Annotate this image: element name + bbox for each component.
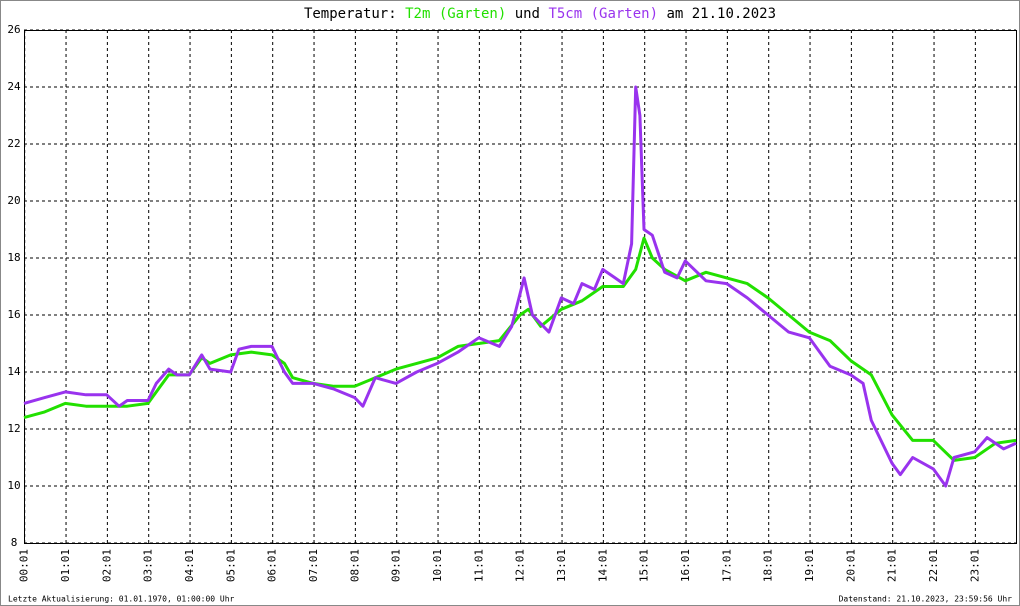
x-tick-label: 15:01 bbox=[638, 549, 651, 582]
x-tick-label: 01:01 bbox=[59, 549, 72, 582]
title-join: und bbox=[515, 6, 540, 22]
y-tick-label: 20 bbox=[7, 194, 20, 207]
y-tick-label: 24 bbox=[7, 80, 21, 93]
title-suffix: am 21.10.2023 bbox=[666, 6, 776, 22]
title-series: T2m (Garten) bbox=[405, 6, 506, 22]
x-tick-label: 23:01 bbox=[968, 549, 981, 582]
x-tick-label: 00:01 bbox=[18, 549, 31, 582]
x-tick-label: 04:01 bbox=[183, 549, 196, 582]
y-tick-label: 26 bbox=[7, 23, 20, 36]
x-tick-label: 07:01 bbox=[307, 549, 320, 582]
x-tick-label: 17:01 bbox=[720, 549, 733, 582]
title-prefix: Temperatur: bbox=[304, 6, 397, 22]
footer-right: Datenstand: 21.10.2023, 23:59:56 Uhr bbox=[839, 595, 1013, 604]
x-tick-label: 18:01 bbox=[762, 549, 775, 582]
y-tick-label: 18 bbox=[7, 251, 20, 264]
x-tick-label: 11:01 bbox=[472, 549, 485, 582]
x-tick-label: 16:01 bbox=[679, 549, 692, 582]
chart-title: Temperatur: T2m (Garten) und T5cm (Garte… bbox=[304, 6, 776, 22]
x-tick-label: 10:01 bbox=[431, 549, 444, 582]
x-tick-label: 19:01 bbox=[803, 549, 816, 582]
x-tick-label: 08:01 bbox=[348, 549, 361, 582]
line-series bbox=[23, 85, 1017, 488]
y-tick-label: 14 bbox=[7, 365, 21, 378]
x-tick-label: 06:01 bbox=[266, 549, 279, 582]
y-tick-label: 10 bbox=[7, 479, 20, 492]
x-tick-label: 20:01 bbox=[844, 549, 857, 582]
y-tick-label: 8 bbox=[11, 536, 18, 549]
y-tick-label: 16 bbox=[7, 308, 20, 321]
x-tick-label: 02:01 bbox=[100, 549, 113, 582]
x-tick-label: 09:01 bbox=[390, 549, 403, 582]
x-tick-label: 12:01 bbox=[514, 549, 527, 582]
title-series: T5cm (Garten) bbox=[548, 6, 658, 22]
x-tick-label: 05:01 bbox=[224, 549, 237, 582]
x-tick-label: 13:01 bbox=[555, 549, 568, 582]
x-tick-label: 14:01 bbox=[596, 549, 609, 582]
footer-left: Letzte Aktualisierung: 01.01.1970, 01:00… bbox=[8, 595, 235, 604]
y-tick-label: 22 bbox=[7, 137, 20, 150]
x-tick-label: 22:01 bbox=[927, 549, 940, 582]
y-tick-label: 12 bbox=[7, 422, 20, 435]
x-tick-label: 21:01 bbox=[886, 549, 899, 582]
x-tick-label: 03:01 bbox=[142, 549, 155, 582]
